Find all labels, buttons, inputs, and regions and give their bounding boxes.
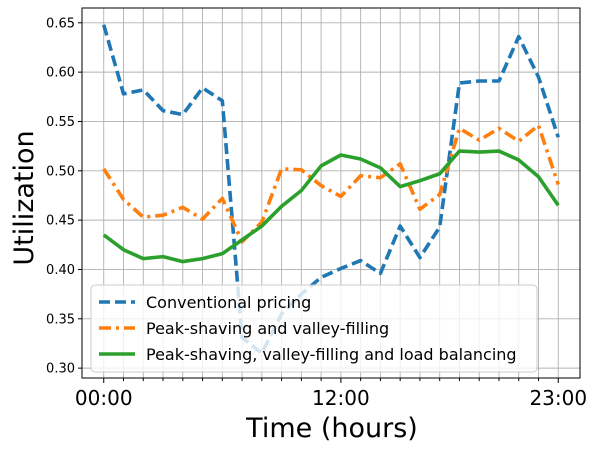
legend-label-3: Peak-shaving, valley-filling and load ba… [146,345,517,364]
x-tick-label: 12:00 [312,386,370,410]
series-line-1 [102,24,560,356]
series-line-2 [102,123,560,244]
y-tick-label: 0.35 [46,312,75,327]
y-tick-label: 0.30 [46,362,75,377]
legend-label-1: Conventional pricing [146,293,311,312]
y-tick-label: 0.45 [46,214,75,229]
legend-box [90,284,538,373]
legend: Conventional pricing Peak-shaving and val… [90,284,538,373]
x-tick-label: 23:00 [529,386,587,410]
legend-label-2: Peak-shaving and valley-filling [146,319,389,338]
y-axis-label: Utilization [9,130,40,265]
series-layer [102,24,560,356]
y-tick-label: 0.50 [46,164,75,179]
series-line-3 [102,149,560,264]
y-tick-label: 0.55 [46,115,75,130]
x-tick-label: 00:00 [75,386,133,410]
y-tick-label: 0.60 [46,66,75,81]
axis-ticks: 0.30 0.35 0.40 0.45 0.50 0.55 0.60 0.65 00:00 12:… [46,16,587,410]
plot-frame [81,7,581,379]
y-tick-label: 0.65 [46,16,75,31]
y-tick-label: 0.40 [46,263,75,278]
x-axis-label: Time (hours) [245,413,418,444]
